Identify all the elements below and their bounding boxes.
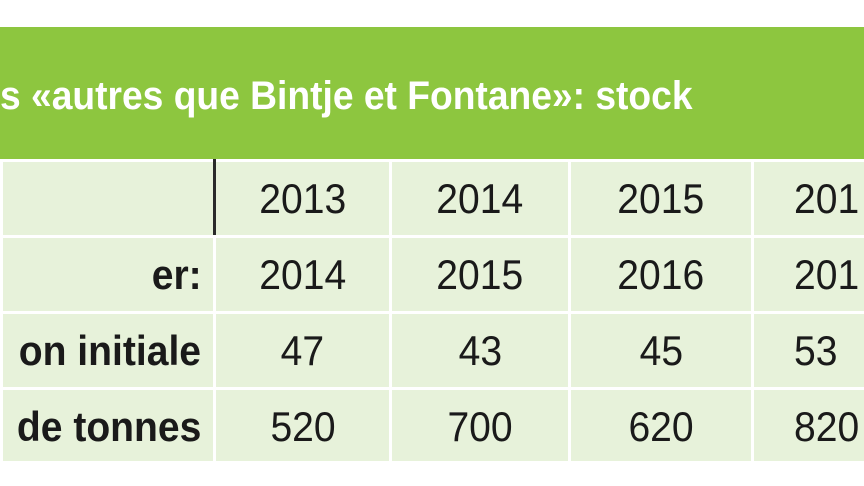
table-cell: 53 [750, 311, 864, 390]
table-cell: 43 [388, 311, 571, 390]
table-cell: 2015 [567, 159, 754, 238]
row-label: er: [0, 235, 217, 314]
table-cell: 45 [567, 311, 754, 390]
table-cell: 520 [213, 387, 392, 461]
row-label: on initiale [0, 311, 217, 390]
table-cell: 2016 [567, 235, 754, 314]
data-table-container: 2013 2014 2015 201 er: 2014 2015 2016 20… [0, 159, 864, 461]
table-cell: 2014 [213, 235, 392, 314]
table-cell: 620 [567, 387, 754, 461]
table-row-tonnes: de tonnes 520 700 620 820 [0, 387, 864, 461]
table-cell: 2013 [213, 159, 392, 238]
table-row-year-start: 2013 2014 2015 201 [0, 159, 864, 238]
row-label: de tonnes [0, 387, 217, 461]
row-label [0, 159, 217, 238]
title-banner: s «autres que Bintje et Fontane»: stock [0, 27, 864, 159]
data-table: 2013 2014 2015 201 er: 2014 2015 2016 20… [0, 159, 864, 461]
table-cell: 2014 [388, 159, 571, 238]
table-cell: 700 [388, 387, 571, 461]
table-title: s «autres que Bintje et Fontane»: stock [0, 74, 693, 118]
table-cell: 2015 [388, 235, 571, 314]
table-row-year-end: er: 2014 2015 2016 201 [0, 235, 864, 314]
table-row-initial: on initiale 47 43 45 53 [0, 311, 864, 390]
table-cell: 47 [213, 311, 392, 390]
table-cell: 201 [750, 159, 864, 238]
table-cell: 820 [750, 387, 864, 461]
table-cell: 201 [750, 235, 864, 314]
